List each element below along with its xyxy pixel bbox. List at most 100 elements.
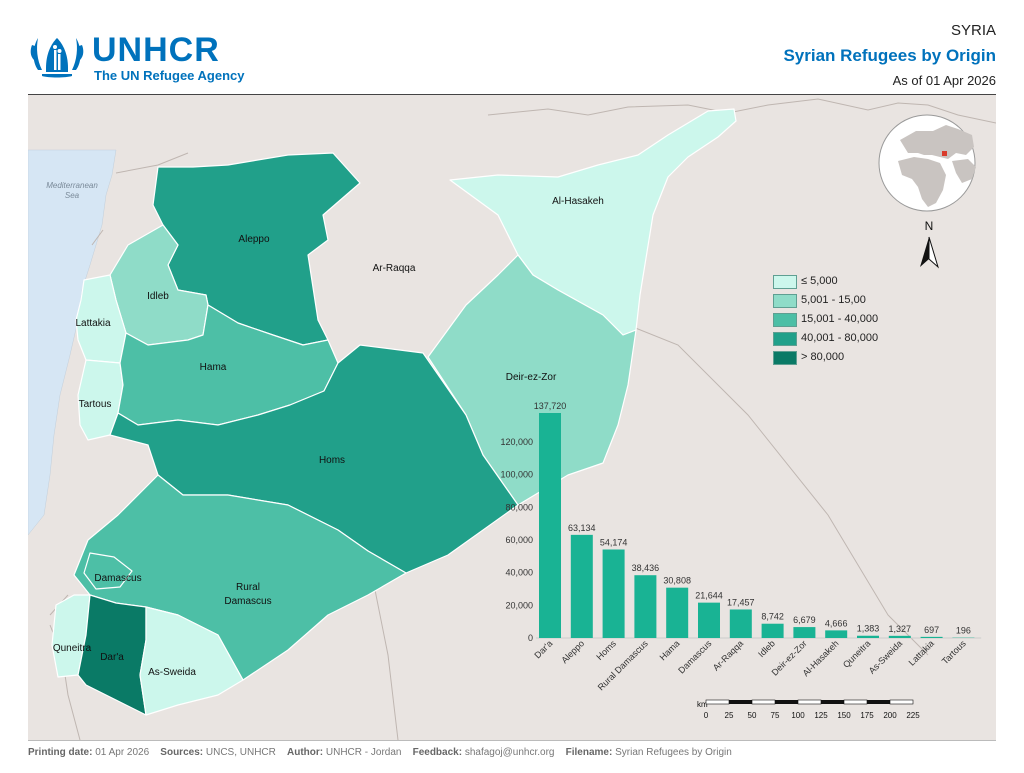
bar-value-label: 1,327 [889,624,912,634]
category-label: Homs [594,638,618,662]
chart-bar[interactable] [634,575,656,638]
scale-tick-label: 175 [860,711,874,720]
sources-value: UNCS, UNHCR [206,747,276,758]
category-label: Tartous [940,638,968,666]
bar-value-label: 17,457 [727,597,755,607]
label-idleb: Idleb [147,291,169,302]
label-deir-ez-zor: Deir-ez-Zor [506,372,557,383]
y-tick-label: 40,000 [505,568,533,578]
label-al-hasakeh: Al-Hasakeh [552,196,604,207]
chart-bar[interactable] [889,636,911,638]
scale-tick-label: 75 [771,711,780,720]
legend-label: 40,001 - 80,000 [801,332,878,344]
sources-label: Sources: [160,747,203,758]
bar-value-label: 196 [956,626,971,636]
label-as-sweida: As-Sweida [148,667,196,678]
legend-swatch [773,294,797,308]
chart-bar[interactable] [666,588,688,638]
as-of-date: As of 01 Apr 2026 [893,73,996,88]
label-aleppo: Aleppo [238,234,270,245]
footer: Printing date: 01 Apr 2026 Sources: UNCS… [28,740,996,773]
label-quneitra: Quneitra [53,643,92,654]
y-tick-label: 120,000 [500,437,533,447]
category-label: Idleb [756,638,777,659]
legend-swatch [773,275,797,289]
filename-value: Syrian Refugees by Origin [615,747,732,758]
unhcr-logo-icon [28,30,86,80]
category-label: Damascus [676,638,713,675]
legend-item: 40,001 - 80,000 [773,332,903,346]
legend-item: ≤ 5,000 [773,275,903,289]
brand-tagline: The UN Refugee Agency [94,68,245,83]
legend-item: 15,001 - 40,000 [773,313,903,327]
chart-bar[interactable] [539,413,561,638]
legend-label: ≤ 5,000 [801,275,838,287]
chart-bar[interactable] [698,603,720,638]
feedback-label: Feedback: [413,747,462,758]
page-title: Syrian Refugees by Origin [783,46,996,66]
author-label: Author: [287,747,323,758]
category-label: Hama [658,638,682,662]
label-hama: Hama [200,362,227,373]
category-label: Lattakia [907,638,936,667]
scale-tick-label: 50 [748,711,757,720]
syria-map: Aleppo Ar-Raqqa Al-Hasakeh Idleb Lattaki… [28,95,996,740]
label-rural-damascus-2: Damascus [224,596,271,607]
printing-date-label: Printing date: [28,747,92,758]
bar-value-label: 54,174 [600,537,628,547]
category-label: As-Sweida [867,638,904,675]
label-lattakia: Lattakia [75,318,110,329]
chart-bar[interactable] [921,637,943,638]
label-rural-damascus: Rural [236,582,260,593]
sea-label-line1: Mediterranean [46,181,98,190]
chart-bar[interactable] [793,627,815,638]
feedback-value[interactable]: shafagoj@unhcr.org [465,747,555,758]
bar-value-label: 137,720 [534,401,567,411]
sea-label-line2: Sea [65,191,80,200]
scale-tick-label: 225 [906,711,920,720]
legend-swatch [773,351,797,365]
legend-item: > 80,000 [773,351,903,365]
category-label: Quneitra [841,638,872,669]
y-tick-label: 60,000 [505,535,533,545]
north-label: N [925,219,934,233]
label-dara: Dar'a [100,652,124,663]
bar-value-label: 697 [924,625,939,635]
chart-bar[interactable] [571,535,593,638]
bar-value-label: 8,742 [761,612,784,622]
chart-bar[interactable] [825,630,847,638]
chart-bar[interactable] [730,609,752,638]
y-tick-label: 100,000 [500,470,533,480]
legend-label: > 80,000 [801,351,844,363]
legend-item: 5,001 - 15,00 [773,294,903,308]
bar-value-label: 63,134 [568,523,596,533]
chart-bar[interactable] [603,549,625,638]
map-panel[interactable]: Aleppo Ar-Raqqa Al-Hasakeh Idleb Lattaki… [28,95,996,740]
printing-date-value: 01 Apr 2026 [95,747,149,758]
legend-swatch [773,313,797,327]
scale-tick-label: 200 [883,711,897,720]
bar-value-label: 1,383 [857,624,880,634]
country-label: SYRIA [951,22,996,39]
y-tick-label: 80,000 [505,502,533,512]
bar-value-label: 30,808 [663,576,691,586]
category-label: Ar-Raqqa [711,638,745,672]
bar-value-label: 6,679 [793,615,816,625]
filename-label: Filename: [566,747,613,758]
author-value: UNHCR - Jordan [326,747,402,758]
y-tick-label: 20,000 [505,600,533,610]
scale-tick-label: 100 [791,711,805,720]
label-tartous: Tartous [79,399,112,410]
category-label: Aleppo [559,638,586,665]
category-label: Dar'a [532,638,554,660]
legend-label: 15,001 - 40,000 [801,313,878,325]
footer-text: Printing date: 01 Apr 2026 Sources: UNCS… [28,747,732,758]
legend-swatch [773,332,797,346]
bar-value-label: 38,436 [632,563,660,573]
chart-bar[interactable] [762,624,784,638]
legend-label: 5,001 - 15,00 [801,294,866,306]
label-homs: Homs [319,455,345,466]
label-ar-raqqa: Ar-Raqqa [373,263,416,274]
chart-bar[interactable] [857,636,879,638]
